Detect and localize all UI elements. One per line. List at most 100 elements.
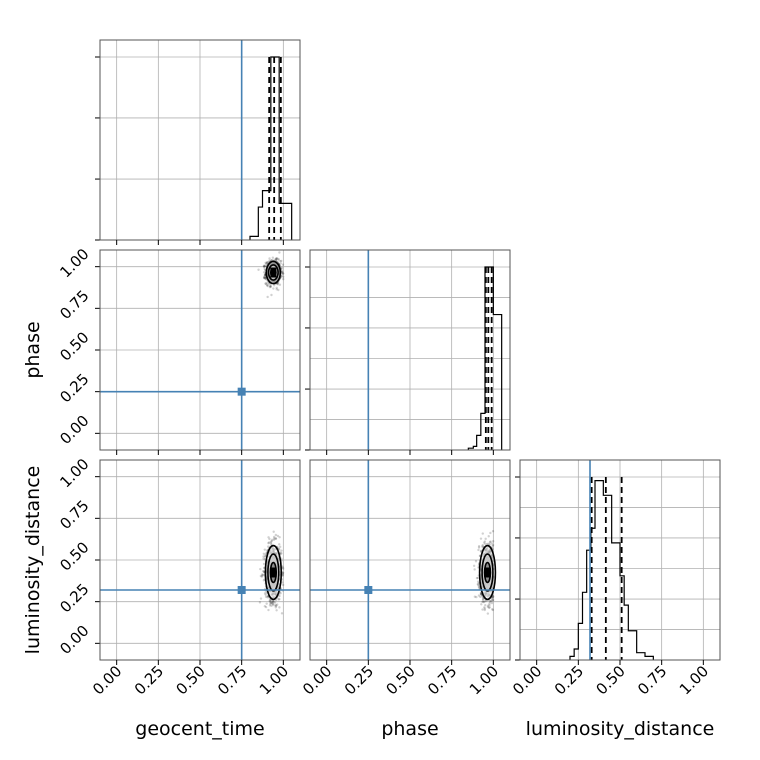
scatter-point (264, 605, 268, 609)
scatter-point (490, 599, 493, 602)
scatter-point (266, 284, 269, 288)
scatter-point (476, 580, 480, 583)
xtick-label-2-1: 0.25 (551, 662, 587, 698)
scatter-point (264, 277, 267, 280)
scatter-point (263, 265, 266, 268)
scatter-point (280, 552, 283, 555)
scatter-point (276, 603, 279, 606)
xtick-label-2-2: 0.50 (592, 662, 628, 698)
scatter-point (483, 606, 486, 609)
scatter-point (265, 283, 269, 287)
x-axis-label-1: phase (381, 718, 438, 740)
ytick-label-1-2: 0.50 (56, 328, 92, 364)
scatter-point (479, 592, 483, 595)
scatter-point (491, 530, 495, 533)
xtick-label-2-4: 1.00 (676, 662, 712, 698)
scatter-point (266, 596, 269, 599)
scatter-point (266, 281, 269, 285)
scatter-point (264, 282, 267, 285)
scatter-point (271, 602, 275, 605)
scatter-point (483, 540, 487, 543)
scatter-point (263, 605, 267, 608)
scatter-point (269, 540, 273, 543)
scatter-point (489, 599, 492, 603)
scatter-point (281, 263, 285, 266)
scatter-point (262, 265, 266, 268)
scatter-point (263, 276, 267, 280)
scatter-point (477, 548, 480, 552)
xtick-label-1-2: 0.50 (382, 662, 418, 698)
scatter-point (481, 543, 484, 547)
scatter-point (268, 257, 271, 260)
scatter-point (474, 560, 478, 563)
scatter-point (278, 594, 281, 598)
scatter-point (275, 604, 278, 608)
xtick-label-0-0: 0.00 (89, 662, 125, 698)
scatter-point (265, 261, 268, 265)
panel-0-0 (95, 39, 301, 245)
y-axis-label-2: luminosity_distance (22, 466, 44, 655)
scatter-point (263, 276, 266, 280)
scatter-point (269, 599, 272, 602)
scatter-point (281, 572, 284, 575)
x-axis-label-0: geocent_time (135, 718, 264, 740)
scatter-point (272, 530, 275, 533)
scatter-point (278, 536, 281, 539)
scatter-point (491, 608, 494, 611)
scatter-point (487, 535, 490, 538)
scatter-point (258, 601, 262, 604)
scatter-point (270, 293, 273, 297)
scatter-point (488, 602, 491, 605)
scatter-point (281, 573, 285, 577)
xtick-label-0-2: 0.50 (172, 662, 208, 698)
scatter-point (274, 257, 277, 261)
density-peak-1-0 (270, 267, 277, 278)
scatter-point (275, 257, 278, 260)
scatter-point (257, 268, 260, 271)
scatter-point (269, 284, 272, 288)
x-axis-label-2: luminosity_distance (526, 718, 715, 740)
panel-2-0: 0.000.250.500.751.000.00 0.25 0.50 0.75 1.00 (56, 455, 301, 698)
scatter-point (263, 555, 267, 558)
ytick-label-2-2: 0.50 (56, 538, 92, 574)
ytick-label-1-3: 0.75 (56, 287, 92, 323)
scatter-point (279, 262, 283, 265)
scatter-point (262, 562, 266, 566)
scatter-point (273, 601, 277, 604)
scatter-point (280, 612, 284, 615)
scatter-point (483, 608, 486, 612)
scatter-point (271, 601, 274, 605)
scatter-point (273, 604, 276, 607)
scatter-point (267, 536, 270, 539)
truth-marker-2-1 (364, 586, 373, 594)
scatter-point (274, 258, 278, 261)
scatter-point (491, 540, 495, 543)
scatter-point (263, 274, 266, 277)
scatter-point (266, 545, 270, 548)
scatter-point (271, 600, 275, 603)
scatter-point (486, 612, 490, 615)
scatter-point (265, 262, 268, 265)
scatter-point (281, 571, 284, 574)
scatter-point (275, 257, 278, 260)
scatter-point (269, 601, 273, 604)
scatter-point (491, 608, 495, 612)
scatter-point (274, 537, 278, 540)
scatter-point (279, 259, 282, 263)
scatter-point (274, 604, 278, 607)
scatter-point (262, 555, 265, 558)
scatter-point (272, 538, 276, 541)
scatter-point (488, 541, 492, 544)
scatter-point (282, 277, 285, 281)
scatter-point (475, 576, 479, 580)
xtick-label-1-3: 0.75 (424, 662, 460, 698)
scatter-point (270, 543, 273, 546)
scatter-point (268, 599, 272, 602)
scatter-point (263, 267, 266, 271)
scatter-point (262, 569, 265, 573)
scatter-point (278, 283, 282, 286)
scatter-point (275, 258, 278, 261)
histogram-phase (467, 266, 503, 450)
scatter-point (280, 272, 284, 275)
